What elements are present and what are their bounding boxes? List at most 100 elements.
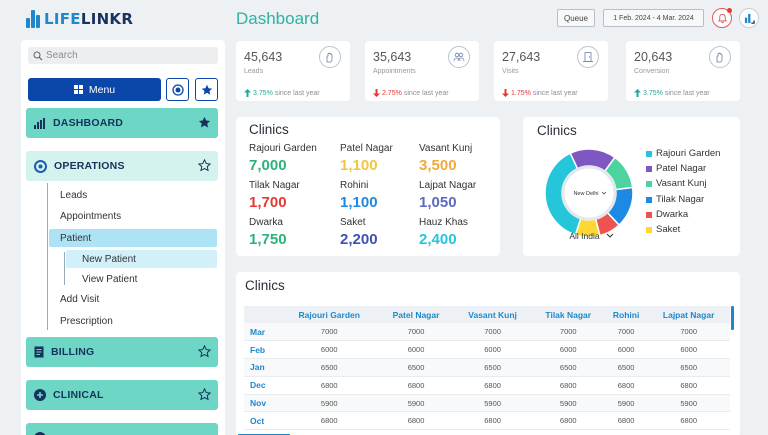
sidebar-item-new-patient[interactable]: New Patient (66, 250, 217, 268)
table-cell: 6800 (531, 376, 605, 395)
stat-label: Conversion (634, 68, 670, 75)
stat-change-percent: 2.75% (382, 89, 402, 97)
star-outline-icon[interactable] (198, 159, 211, 172)
legend-item: Tilak Nagar (646, 194, 704, 205)
donut-center-label[interactable]: New Delhi (573, 191, 598, 197)
clinics-table: Rajouri Garden Patel Nagar Vasant Kunj T… (244, 306, 730, 431)
sidebar-item-view-patient[interactable]: View Patient (82, 273, 138, 285)
month-cell: Mar (244, 323, 280, 342)
legend-swatch (646, 226, 652, 233)
table-row[interactable]: Mar 7000 7000 7000 7000 7000 7000 (244, 323, 730, 342)
vertical-scrollbar[interactable] (731, 306, 734, 330)
column-header[interactable]: Vasant Kunj (453, 306, 532, 323)
favorites-button[interactable] (195, 78, 218, 101)
table-cell: 6500 (531, 358, 605, 377)
legend-swatch (646, 180, 652, 187)
notifications-button[interactable] (712, 8, 732, 28)
table-cell: 6800 (604, 376, 648, 395)
queue-button[interactable]: Queue (557, 9, 595, 27)
table-cell: 5900 (280, 394, 379, 413)
date-range-picker[interactable]: 1 Feb. 2024 - 4 Mar. 2024 (603, 9, 704, 27)
logo[interactable]: LIFELINKR (26, 8, 133, 30)
table-cell: 6000 (280, 340, 379, 360)
user-avatar[interactable] (739, 8, 759, 28)
donut-title: Clinics (537, 123, 577, 138)
column-header (244, 306, 280, 323)
clinic-value: 7,000 (249, 157, 287, 174)
legend-item: Rajouri Garden (646, 148, 720, 159)
sidebar-item-patient[interactable]: Patient (49, 229, 217, 247)
donut-chart: New Delhi (544, 148, 634, 238)
table-cell: 7000 (604, 323, 648, 342)
target-button[interactable] (166, 78, 189, 101)
plus-circle-icon (34, 389, 46, 401)
stat-card-appointments[interactable]: 35,643 Appointments 2.75% since last yea… (365, 41, 479, 101)
table-cell: 6500 (280, 358, 379, 377)
door-icon (577, 46, 599, 68)
column-header[interactable]: Patel Nagar (378, 306, 454, 323)
table-cell: 6500 (604, 358, 648, 377)
sidebar-item-prescription[interactable]: Prescription (60, 315, 113, 327)
stat-label: Leads (244, 68, 264, 75)
clinic-value: 1,750 (249, 231, 287, 248)
table-cell: 6500 (378, 358, 454, 377)
chevron-down-icon (606, 233, 613, 238)
star-outline-icon[interactable] (198, 388, 211, 401)
search-input[interactable] (46, 50, 206, 61)
table-cell: 6800 (604, 411, 648, 431)
sidebar-item-add-visit[interactable]: Add Visit (60, 293, 100, 305)
legend-item: Patel Nagar (646, 163, 706, 174)
stat-label: Visits (502, 68, 519, 75)
stat-change-suffix: since last year (274, 89, 320, 97)
column-header[interactable]: Tilak Nagar (531, 306, 605, 323)
sidebar-item-appointments[interactable]: Appointments (60, 210, 122, 222)
table-cell: 6800 (378, 376, 454, 395)
column-header[interactable]: Lajpat Nagar (647, 306, 730, 323)
table-cell: 6800 (647, 411, 730, 431)
sidebar-item-leads[interactable]: Leads (60, 189, 88, 201)
menu-button[interactable]: Menu (28, 78, 161, 101)
tree-line (64, 252, 65, 285)
nav-section-dashboard[interactable]: DASHBOARD (26, 108, 218, 138)
table-row[interactable]: Nov 5900 5900 5900 5900 5900 5900 (244, 394, 730, 413)
table-row[interactable]: Jan 6500 6500 6500 6500 6500 6500 (244, 358, 730, 377)
target-icon (171, 83, 184, 96)
clinic-name: Patel Nagar (340, 143, 393, 154)
star-icon (201, 84, 212, 95)
clinic-value: 3,500 (419, 157, 457, 174)
clinic-name: Saket (340, 217, 366, 228)
sidebar: Menu DASHBOARD OPERATIONS Leads Appointm… (21, 40, 225, 435)
table-cell: 5900 (378, 394, 454, 413)
table-cell: 6800 (280, 411, 379, 431)
nav-section-billing[interactable]: BILLING (26, 337, 218, 367)
search-box[interactable] (28, 47, 218, 64)
nav-section-operations[interactable]: OPERATIONS (26, 151, 218, 181)
nav-section-more[interactable] (26, 423, 218, 435)
donut-center (561, 165, 617, 221)
star-filled-icon[interactable] (198, 116, 211, 129)
table-row[interactable]: Feb 6000 6000 6000 6000 6000 6000 (244, 340, 730, 360)
table-cell: 7000 (378, 323, 454, 342)
table-row[interactable]: Oct 6800 6800 6800 6800 6800 6800 (244, 411, 730, 431)
stat-change: 3.75% since last year (634, 89, 710, 97)
table-cell: 6000 (604, 340, 648, 360)
column-header[interactable]: Rajouri Garden (280, 306, 379, 323)
stat-card-conversion[interactable]: 20,643 Conversion 3.75% since last year (626, 41, 740, 101)
operations-icon (34, 159, 47, 173)
table-row[interactable]: Dec 6800 6800 6800 6800 6800 6800 (244, 376, 730, 395)
star-outline-icon[interactable] (198, 345, 211, 358)
nav-section-label: CLINICAL (53, 389, 104, 401)
stat-card-leads[interactable]: 45,643 Leads 3.75% since last year (236, 41, 350, 101)
stat-change-percent: 1.75% (511, 89, 531, 97)
tree-line (47, 183, 48, 330)
table-cell: 5900 (647, 394, 730, 413)
clinic-name: Lajpat Nagar (419, 180, 477, 191)
stat-card-visits[interactable]: 27,643 Visits 1.75% since last year (494, 41, 608, 101)
legend-item: Dwarka (646, 209, 688, 220)
table-cell: 5900 (604, 394, 648, 413)
region-dropdown[interactable]: All India (553, 229, 633, 243)
column-header[interactable]: Rohini (604, 306, 648, 323)
table-cell: 6000 (647, 340, 730, 360)
clinic-value: 2,400 (419, 231, 457, 248)
nav-section-clinical[interactable]: CLINICAL (26, 380, 218, 410)
